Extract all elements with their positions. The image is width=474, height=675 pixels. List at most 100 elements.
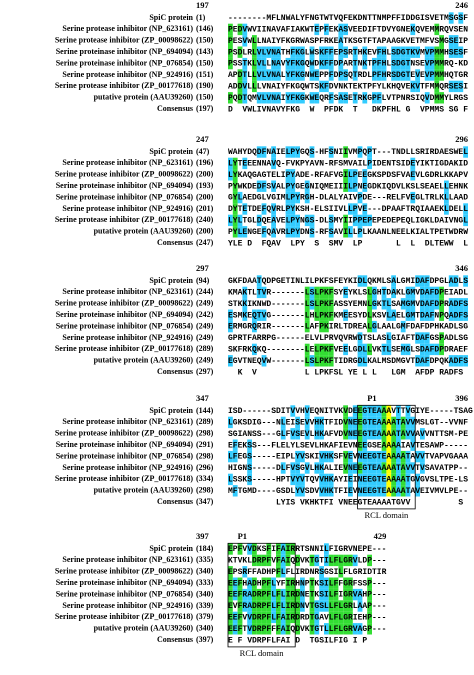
residue-shade bbox=[400, 320, 406, 333]
residue-shade bbox=[261, 623, 267, 635]
residue-shade bbox=[463, 309, 468, 321]
residue-shade bbox=[348, 428, 353, 440]
residue-shade bbox=[338, 23, 344, 36]
residue-shade bbox=[357, 355, 363, 367]
sequence-position: (249) bbox=[196, 356, 214, 365]
residue-shade bbox=[324, 46, 329, 58]
residue-shade bbox=[333, 600, 339, 612]
residue-shade bbox=[448, 80, 454, 93]
residue-shade bbox=[386, 416, 392, 429]
residue-sequence: LFEGS-----EIPLYVSKIVHKSFVEVNEEGTEAAAATAV… bbox=[228, 453, 468, 462]
residue-shade bbox=[285, 57, 291, 70]
residue-shade bbox=[290, 405, 296, 417]
residue-shade bbox=[309, 577, 315, 589]
residue-shade bbox=[439, 92, 444, 104]
residue-shade bbox=[271, 146, 276, 158]
residue-shade bbox=[276, 623, 281, 635]
residue-shade bbox=[362, 355, 368, 367]
residue-shade bbox=[252, 343, 257, 356]
residue-shade bbox=[304, 416, 310, 429]
sequence-position: (200) bbox=[196, 170, 214, 179]
residue-shade bbox=[362, 214, 368, 227]
residue-shade bbox=[295, 623, 300, 635]
residue-shade bbox=[463, 298, 468, 310]
residue-shade bbox=[424, 69, 430, 81]
residue-shade bbox=[232, 226, 238, 238]
residue-shade bbox=[453, 46, 459, 58]
residue-shade bbox=[309, 226, 315, 238]
residue-shade bbox=[391, 46, 396, 58]
residue-shade bbox=[367, 600, 372, 612]
residue-shade bbox=[338, 92, 344, 104]
residue-shade bbox=[271, 577, 276, 589]
sequence-label: putative protein (AAU39260) bbox=[94, 356, 194, 365]
residue-shade bbox=[458, 46, 464, 58]
residue-shade bbox=[228, 169, 233, 181]
residue-shade bbox=[256, 92, 262, 104]
residue-shade bbox=[458, 12, 464, 24]
residue-sequence: GPRTFARRPG------ELVLPRVQVRWDTSLASLGIAFTD… bbox=[228, 334, 468, 343]
residue-shade bbox=[328, 343, 334, 356]
rcl-box bbox=[357, 404, 416, 510]
residue-shade bbox=[324, 57, 329, 70]
residue-shade bbox=[400, 428, 406, 440]
residue-shade bbox=[304, 320, 310, 333]
residue-shade bbox=[328, 92, 334, 104]
residue-shade bbox=[242, 566, 248, 578]
residue-shade bbox=[400, 46, 406, 58]
sequence-label: Serine protease inhibitor (ZP_00098622) bbox=[55, 299, 193, 308]
residue-shade bbox=[261, 180, 267, 192]
residue-shade bbox=[266, 554, 272, 567]
residue-shade bbox=[405, 428, 411, 440]
sequence-position: (184) bbox=[196, 544, 214, 553]
residue-shade bbox=[348, 450, 353, 463]
residue-shade bbox=[319, 46, 324, 58]
residue-shade bbox=[391, 416, 396, 429]
residue-shade bbox=[309, 623, 315, 635]
residue-shade bbox=[396, 450, 401, 463]
residue-shade bbox=[405, 69, 411, 81]
residue-shade bbox=[304, 405, 310, 417]
residue-sequence: APDTLLVLVNALYFKGNWEPPFDPSQTRDLPFHRSDGTEV… bbox=[228, 71, 468, 80]
residue-shade bbox=[232, 623, 238, 635]
residue-shade bbox=[343, 180, 348, 192]
sequence-label: putative protein (AAU39260) bbox=[94, 486, 194, 495]
residue-shade bbox=[391, 439, 396, 451]
residue-shade bbox=[261, 92, 267, 104]
residue-shade bbox=[271, 203, 276, 215]
residue-shade bbox=[372, 473, 377, 486]
residue-shade bbox=[434, 23, 440, 36]
residue-shade bbox=[261, 57, 267, 70]
residue-shade bbox=[343, 46, 348, 58]
sequence-label: Serine proteinase inhibitor (NP_076854) bbox=[56, 589, 194, 598]
residue-shade bbox=[232, 203, 238, 215]
residue-shade bbox=[304, 286, 310, 299]
sequence-label: Serine protease inhibitor (NP_924916) bbox=[62, 204, 193, 213]
residue-shade bbox=[415, 332, 420, 344]
residue-shade bbox=[410, 462, 416, 474]
residue-shade bbox=[280, 566, 286, 578]
sequence-position: (151) bbox=[196, 70, 214, 79]
residue-shade bbox=[372, 69, 377, 81]
residue-shade bbox=[295, 554, 300, 567]
residue-shade bbox=[352, 405, 358, 417]
residue-shade bbox=[352, 92, 358, 104]
residue-shade bbox=[290, 92, 296, 104]
residue-shade bbox=[237, 191, 243, 204]
residue-shade bbox=[228, 309, 233, 321]
residue-shade bbox=[319, 566, 324, 578]
residue-shade bbox=[415, 355, 420, 367]
residue-shade bbox=[300, 57, 305, 70]
residue-shade bbox=[448, 309, 454, 321]
sequence-label: Consensus bbox=[157, 238, 193, 247]
residue-shade bbox=[242, 23, 248, 36]
residue-shade bbox=[415, 485, 420, 497]
residue-shade bbox=[386, 485, 392, 497]
residue-shade bbox=[367, 146, 372, 158]
residue-shade bbox=[324, 577, 329, 589]
sequence-position: (201) bbox=[196, 204, 214, 213]
residue-shade bbox=[348, 226, 353, 238]
residue-sequence: GKFDAATQDPGETINLILPKFSFEYKIDLQKMLSALGMID… bbox=[228, 277, 468, 286]
residue-shade bbox=[324, 600, 329, 612]
residue-shade bbox=[232, 588, 238, 601]
